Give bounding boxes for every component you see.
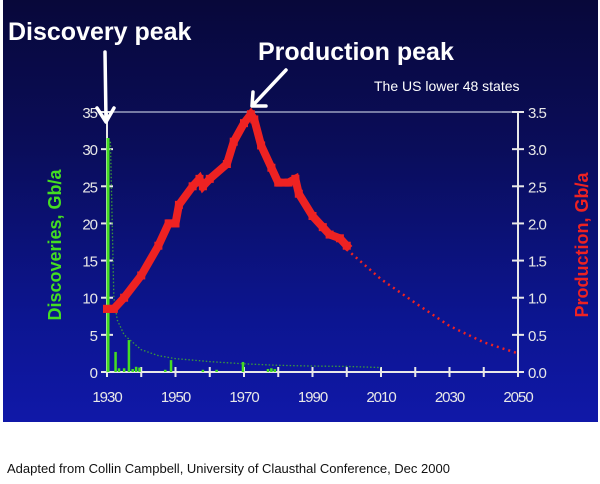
x-tick-label: 1950 <box>161 389 191 406</box>
production-point <box>103 304 111 313</box>
production-point <box>164 219 173 228</box>
discovery-bar <box>273 369 277 372</box>
discovery-trend-line <box>109 141 382 369</box>
discovery-bar <box>114 351 117 372</box>
production-point <box>274 178 283 187</box>
left-y-tick-label: 0 <box>90 365 98 382</box>
left-y-tick-label: 15 <box>82 254 97 271</box>
production-peak-label: Production peak <box>258 38 454 66</box>
discovery-peak-label: Discovery peak <box>8 18 192 46</box>
right-y-tick-label: 2.0 <box>528 216 547 233</box>
region-label: The US lower 48 states <box>374 78 520 94</box>
production-point <box>291 174 300 183</box>
left-axis-title: Discoveries, Gb/a <box>45 168 65 320</box>
production-point <box>120 293 129 302</box>
discovery-bar <box>127 340 131 372</box>
production-point <box>267 163 276 172</box>
production-point <box>198 182 207 191</box>
caption: Adapted from Collin Campbell, University… <box>7 461 450 476</box>
discovery-bar <box>215 369 218 372</box>
right-axis-title: Production, Gb/a <box>572 172 592 318</box>
left-y-tick-label: 10 <box>82 291 97 308</box>
discovery-bar <box>106 138 110 372</box>
production-peak-arrow <box>250 68 288 108</box>
production-point <box>205 174 214 183</box>
discovery-bar <box>169 360 173 372</box>
right-y-tick-label: 0.5 <box>528 328 547 345</box>
discovery-bar <box>163 369 167 372</box>
left-y-tick-label: 5 <box>90 328 98 345</box>
production-line <box>103 107 353 313</box>
production-point <box>137 271 146 280</box>
right-y-tick-label: 0.0 <box>528 365 547 382</box>
x-tick-label: 2010 <box>366 389 396 406</box>
left-y-tick-label: 20 <box>82 216 97 233</box>
x-tick-label: 1970 <box>229 389 259 406</box>
discovery-bar <box>266 369 270 372</box>
right-y-tick-label: 3.0 <box>528 142 547 159</box>
discovery-bar <box>241 361 245 372</box>
discovery-bar <box>117 368 121 372</box>
production-point <box>308 212 317 220</box>
production-point <box>257 141 266 150</box>
x-tick-label: 2030 <box>435 389 465 406</box>
production-point <box>174 200 183 209</box>
discovery-bar <box>201 369 205 372</box>
discovery-bar <box>138 367 141 372</box>
production-point <box>171 219 180 228</box>
left-y-tick-label: 30 <box>82 142 97 159</box>
production-point <box>229 137 238 146</box>
x-tick-label: 1990 <box>298 389 328 406</box>
production-point <box>109 304 118 313</box>
right-y-tick-label: 1.0 <box>528 291 547 308</box>
production-point <box>318 223 327 232</box>
discovery-bar <box>270 368 273 372</box>
discovery-peak-arrow <box>95 50 116 124</box>
production-point <box>335 234 344 243</box>
right-y-tick-label: 2.5 <box>528 179 547 196</box>
production-point <box>294 189 303 198</box>
production-point <box>284 178 293 187</box>
production-point <box>240 119 248 128</box>
production-point <box>195 174 204 183</box>
production-point <box>188 182 197 191</box>
production-point <box>154 241 163 250</box>
production-point <box>325 230 334 239</box>
production-point <box>250 115 259 124</box>
production-point <box>222 160 231 168</box>
production-point <box>246 110 255 119</box>
x-tick-label: 2050 <box>503 389 533 406</box>
left-y-tick-label: 35 <box>82 105 97 122</box>
production-forecast-line <box>345 248 519 355</box>
right-y-tick-label: 1.5 <box>528 254 547 271</box>
discovery-bar <box>134 366 138 372</box>
x-tick-label: 1930 <box>92 389 122 406</box>
left-y-tick-label: 25 <box>82 179 97 196</box>
chart-background <box>3 0 598 422</box>
discovery-bar <box>131 369 134 372</box>
right-y-tick-label: 3.5 <box>528 105 547 122</box>
production-point <box>342 241 351 250</box>
discovery-bar <box>122 368 126 372</box>
